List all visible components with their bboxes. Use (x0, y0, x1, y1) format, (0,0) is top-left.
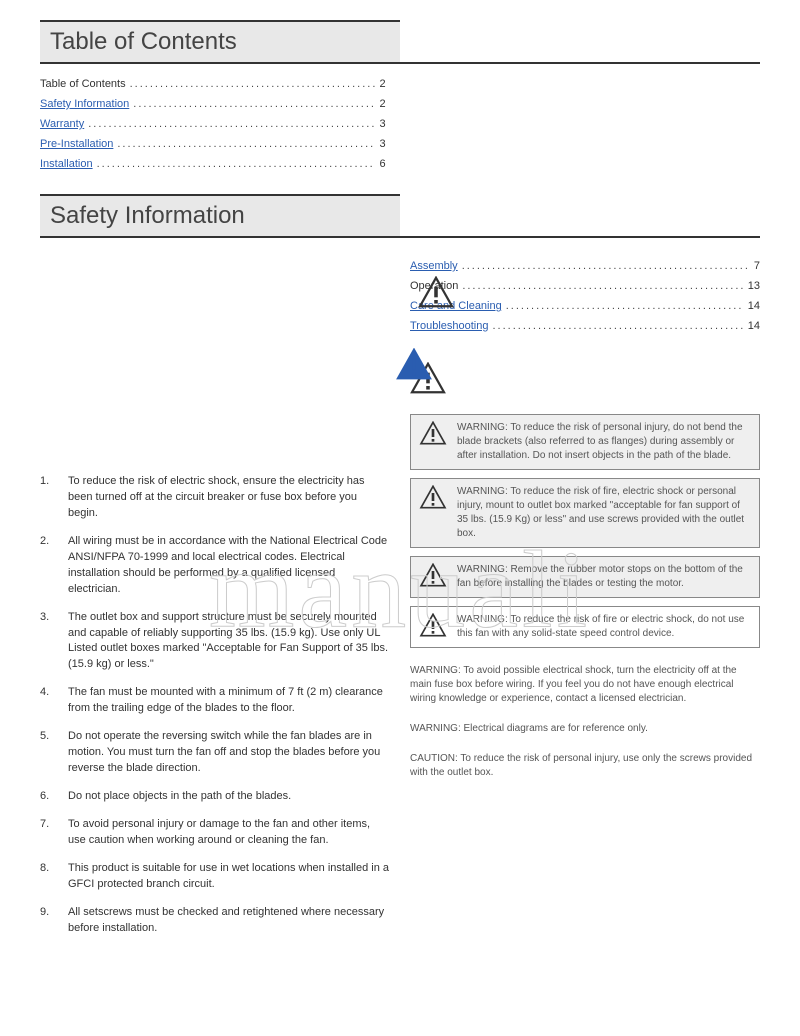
content-columns: 1.To reduce the risk of electric shock, … (40, 252, 760, 949)
warning-box: WARNING: Remove the rubber motor stops o… (410, 556, 760, 598)
warning-triangle-icon (396, 348, 432, 380)
warning-paragraph: WARNING: Electrical diagrams are for ref… (410, 722, 760, 736)
safety-list-item: 5.Do not operate the reversing switch wh… (40, 729, 390, 777)
toc-heading: Table of Contents (40, 20, 400, 64)
warning-text: WARNING: To reduce the risk of personal … (457, 421, 751, 463)
safety-list-item: 4.The fan must be mounted with a minimum… (40, 685, 390, 717)
toc-entry-label[interactable]: Warranty (40, 118, 84, 130)
toc-entry[interactable]: Installation 6 (40, 158, 386, 170)
document-page: Table of Contents Table of Contents2Safe… (0, 0, 800, 969)
toc-entry[interactable]: Safety Information 2 (40, 98, 386, 110)
toc-entry-page: 14 (748, 300, 760, 312)
triangle-icon-row (410, 362, 760, 394)
right-column: Assembly 7 Operation13 Care and Cleaning14 T… (410, 252, 760, 949)
warning-boxes: WARNING: To reduce the risk of personal … (410, 414, 760, 648)
warning-triangle-icon (419, 563, 447, 587)
toc-entry-page: 3 (379, 118, 385, 130)
toc-entry: Table of Contents 2 (40, 78, 386, 90)
safety-list-item: 1.To reduce the risk of electric shock, … (40, 474, 390, 522)
toc-leader-dots (462, 260, 750, 272)
toc-leader-dots (88, 118, 375, 130)
safety-list-item: 2.All wiring must be in accordance with … (40, 534, 390, 598)
toc-leader-dots (97, 158, 376, 170)
list-number: 5. (40, 729, 68, 777)
list-text: Do not operate the reversing switch whil… (68, 729, 390, 777)
warning-triangle-icon (419, 485, 447, 509)
warning-triangle-icon (419, 421, 447, 445)
list-number: 4. (40, 685, 68, 717)
toc-leader-dots (117, 138, 375, 150)
toc-heading-rule (40, 62, 760, 64)
warning-triangle-icon (419, 613, 447, 637)
toc-leader-dots (506, 300, 744, 312)
toc-entry-page: 2 (379, 98, 385, 110)
safety-list-item: 9.All setscrews must be checked and reti… (40, 905, 390, 937)
list-number: 7. (40, 817, 68, 849)
list-number: 1. (40, 474, 68, 522)
toc-entry[interactable]: Troubleshooting 14 (410, 320, 760, 332)
plain-warnings: WARNING: To avoid possible electrical sh… (410, 664, 760, 780)
left-column: 1.To reduce the risk of electric shock, … (40, 252, 390, 949)
warning-text: WARNING: Remove the rubber motor stops o… (457, 563, 751, 591)
list-number: 8. (40, 861, 68, 893)
toc-entry[interactable]: Care and Cleaning14 (410, 300, 760, 312)
safety-list-item: 6.Do not place objects in the path of th… (40, 789, 390, 805)
toc-entry-label[interactable]: Pre-Installation (40, 138, 113, 150)
list-text: To reduce the risk of electric shock, en… (68, 474, 390, 522)
toc-entry-label[interactable]: Assembly (410, 260, 458, 272)
safety-numbered-list: 1.To reduce the risk of electric shock, … (40, 474, 390, 937)
toc-entry[interactable]: Assembly 7 (410, 260, 760, 272)
list-text: Do not place objects in the path of the … (68, 789, 390, 805)
warning-paragraph: WARNING: To avoid possible electrical sh… (410, 664, 760, 706)
safety-heading: Safety Information (40, 194, 400, 238)
warning-box: WARNING: To reduce the risk of personal … (410, 414, 760, 470)
warning-box: WARNING: To reduce the risk of fire, ele… (410, 478, 760, 548)
warning-text: WARNING: To reduce the risk of fire or e… (457, 613, 751, 641)
toc-entry-label[interactable]: Safety Information (40, 98, 129, 110)
toc-leader-dots (462, 280, 743, 292)
toc-entry[interactable]: Pre-Installation 3 (40, 138, 386, 150)
toc-left-column: Table of Contents 2 Safety Information 2 War… (40, 78, 760, 170)
toc-entry-label[interactable]: Installation (40, 158, 93, 170)
toc-leader-dots (133, 98, 375, 110)
toc-entry-label[interactable]: Troubleshooting (410, 320, 488, 332)
toc-leader-dots (492, 320, 743, 332)
toc-right-column: Assembly 7 Operation13 Care and Cleaning14 T… (410, 260, 760, 332)
warning-triangle-icon (410, 362, 760, 394)
list-text: The outlet box and support structure mus… (68, 610, 390, 674)
warning-paragraph: CAUTION: To reduce the risk of personal … (410, 752, 760, 780)
toc-entry-page: 13 (748, 280, 760, 292)
warning-box: WARNING: To reduce the risk of fire or e… (410, 606, 760, 648)
toc-entry-page: 14 (748, 320, 760, 332)
toc-entry-label: Table of Contents (40, 78, 126, 90)
list-text: To avoid personal injury or damage to th… (68, 817, 390, 849)
toc-entry-page: 2 (379, 78, 385, 90)
toc-entry-page: 7 (754, 260, 760, 272)
list-number: 3. (40, 610, 68, 674)
safety-list-item: 8.This product is suitable for use in we… (40, 861, 390, 893)
toc-leader-dots (130, 78, 376, 90)
toc-entry-page: 6 (379, 158, 385, 170)
list-text: The fan must be mounted with a minimum o… (68, 685, 390, 717)
list-text: This product is suitable for use in wet … (68, 861, 390, 893)
warning-text: WARNING: To reduce the risk of fire, ele… (457, 485, 751, 541)
safety-list-item: 7.To avoid personal injury or damage to … (40, 817, 390, 849)
list-number: 6. (40, 789, 68, 805)
toc-entry: Operation13 (410, 280, 760, 292)
toc-entry[interactable]: Warranty 3 (40, 118, 386, 130)
warning-triangle-icon (418, 276, 454, 308)
list-text: All setscrews must be checked and retigh… (68, 905, 390, 937)
list-number: 9. (40, 905, 68, 937)
safety-list-item: 3.The outlet box and support structure m… (40, 610, 390, 674)
toc-entry-page: 3 (379, 138, 385, 150)
safety-heading-rule (40, 236, 760, 238)
list-number: 2. (40, 534, 68, 598)
list-text: All wiring must be in accordance with th… (68, 534, 390, 598)
